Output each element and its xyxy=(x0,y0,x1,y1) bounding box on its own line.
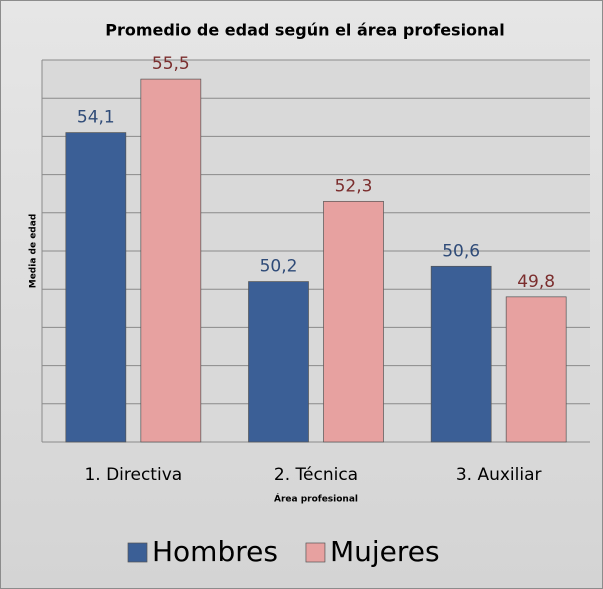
bar xyxy=(140,78,202,443)
bar xyxy=(505,296,567,443)
x-axis-label: Área profesional xyxy=(274,493,358,505)
data-label: 52,3 xyxy=(335,176,373,196)
data-label: 50,2 xyxy=(260,257,298,277)
data-label: 55,5 xyxy=(152,54,190,74)
data-label: 54,1 xyxy=(77,108,115,128)
x-tick-label: 3. Auxiliar xyxy=(456,465,542,485)
data-label: 50,6 xyxy=(442,241,480,261)
legend-label: Hombres xyxy=(152,535,278,568)
chart-title: Promedio de edad según el área profesion… xyxy=(105,21,504,40)
bar xyxy=(248,281,309,443)
legend-swatch xyxy=(127,542,148,563)
data-label: 49,8 xyxy=(517,272,555,292)
x-tick-label: 2. Técnica xyxy=(274,465,358,485)
x-tick-label: 1. Directiva xyxy=(84,465,182,485)
legend-swatch xyxy=(305,542,326,563)
bar xyxy=(430,265,492,443)
bar xyxy=(323,200,384,443)
legend-label: Mujeres xyxy=(330,535,440,568)
y-axis-label: Media de edad xyxy=(29,214,39,289)
bar xyxy=(65,132,127,443)
